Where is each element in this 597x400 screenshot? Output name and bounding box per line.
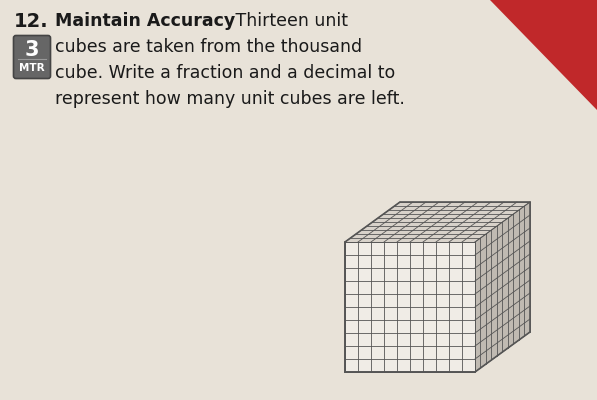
Text: 3: 3 bbox=[24, 40, 39, 60]
Polygon shape bbox=[345, 202, 530, 242]
FancyBboxPatch shape bbox=[14, 36, 51, 78]
Polygon shape bbox=[490, 0, 597, 110]
Text: 12.: 12. bbox=[14, 12, 48, 31]
Text: Maintain Accuracy: Maintain Accuracy bbox=[55, 12, 235, 30]
Polygon shape bbox=[475, 202, 530, 372]
Text: cubes are taken from the thousand: cubes are taken from the thousand bbox=[55, 38, 362, 56]
Polygon shape bbox=[345, 242, 475, 372]
Text: represent how many unit cubes are left.: represent how many unit cubes are left. bbox=[55, 90, 405, 108]
Text: Thirteen unit: Thirteen unit bbox=[230, 12, 348, 30]
Text: cube. Write a fraction and a decimal to: cube. Write a fraction and a decimal to bbox=[55, 64, 395, 82]
Text: MTR: MTR bbox=[19, 63, 45, 73]
